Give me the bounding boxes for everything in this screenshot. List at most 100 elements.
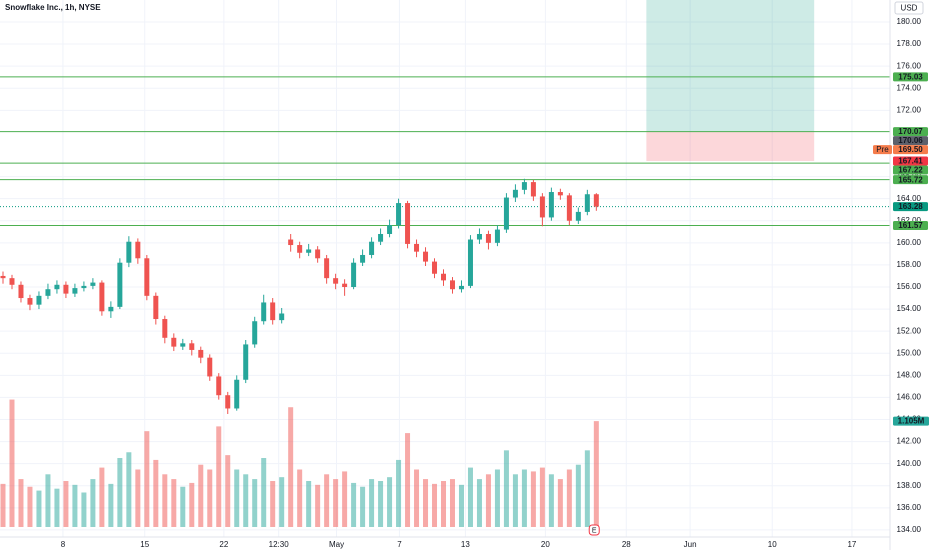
earnings-marker xyxy=(588,524,600,536)
candle-body xyxy=(279,313,285,321)
volume-bar xyxy=(548,474,554,527)
volume-bar xyxy=(557,479,563,527)
volume-bar xyxy=(369,479,375,527)
volume-bar xyxy=(467,467,473,527)
volume-bar xyxy=(324,474,330,527)
price-axis: 8 15 22 12:30 May 7 13 20 28 Jun 10 17 134.00 136.00 1… xyxy=(61,17,929,549)
volume-bar xyxy=(63,481,69,527)
price-label-box xyxy=(893,136,928,146)
volume-bar xyxy=(360,486,366,527)
volume-bar xyxy=(342,471,348,527)
currency-box[interactable] xyxy=(894,1,924,15)
candle-body xyxy=(225,395,231,409)
y-tick-label: 154.00 xyxy=(897,304,922,313)
volume-bar xyxy=(243,474,249,527)
volume-bar xyxy=(494,469,500,527)
candle-body xyxy=(458,285,464,290)
volume-bar xyxy=(54,488,60,527)
candle-body xyxy=(9,278,15,285)
price-label-box xyxy=(893,220,928,230)
candle-body xyxy=(333,278,339,284)
candle-body xyxy=(63,284,69,294)
y-tick-label: 176.00 xyxy=(897,61,922,70)
candle-body xyxy=(0,275,6,279)
volume-bar xyxy=(485,474,491,527)
y-tick-label: 156.00 xyxy=(897,282,922,291)
volume-bar xyxy=(476,479,482,527)
candle-body xyxy=(306,249,312,253)
volume-bar xyxy=(315,484,321,527)
y-tick-label: 180.00 xyxy=(897,17,922,26)
candle-body xyxy=(117,262,123,307)
candle-body xyxy=(414,243,420,252)
x-tick-label: 22 xyxy=(219,540,228,549)
candle-body xyxy=(584,194,590,212)
volume-bar xyxy=(9,399,15,527)
candle-body xyxy=(162,319,168,338)
price-label: 169.50 xyxy=(898,145,923,154)
price-label: 167.41 xyxy=(898,157,923,166)
candle-body xyxy=(198,349,204,358)
volume-bar xyxy=(288,407,294,527)
candle-body xyxy=(494,229,500,243)
volume-bar xyxy=(117,458,123,527)
volume-bar xyxy=(90,479,96,527)
volume-bar xyxy=(378,481,384,527)
y-tick-label: 178.00 xyxy=(897,39,922,48)
volume-bar xyxy=(126,452,132,527)
volume-bar xyxy=(216,426,222,527)
volume-bar xyxy=(593,421,599,527)
volume-bar xyxy=(180,486,186,527)
volume-bar xyxy=(503,450,509,527)
candle-body xyxy=(99,282,105,312)
candle-body xyxy=(297,245,303,253)
volume-bar xyxy=(45,474,51,527)
price-label-box xyxy=(893,202,928,212)
price-label-box xyxy=(893,156,928,166)
volume-bar xyxy=(261,458,267,527)
price-label: 167.22 xyxy=(898,166,923,175)
candle-body xyxy=(521,182,527,190)
candle-body xyxy=(234,379,240,409)
candle-body xyxy=(270,302,276,321)
volume-bar xyxy=(539,467,545,527)
candle-body xyxy=(405,203,411,244)
volume-bar xyxy=(99,467,105,527)
candle-body xyxy=(342,283,348,287)
candle-body xyxy=(207,357,213,377)
candle-body xyxy=(171,337,177,347)
volume-bar xyxy=(108,483,114,527)
volume-label: 1.105M xyxy=(898,417,925,426)
candle-body xyxy=(288,239,294,246)
volume-bar xyxy=(333,479,339,527)
candle-body xyxy=(423,251,429,262)
y-tick-label: 146.00 xyxy=(897,393,922,402)
volume-bar xyxy=(279,477,285,527)
candle-body xyxy=(593,194,599,207)
y-tick-label: 152.00 xyxy=(897,326,922,335)
volume-bar xyxy=(252,479,258,527)
volume-bar xyxy=(81,492,87,527)
volume-bar xyxy=(584,450,590,527)
volume-bar xyxy=(512,474,518,527)
y-tick-label: 138.00 xyxy=(897,481,922,490)
candle-body xyxy=(557,192,563,196)
candle-body xyxy=(45,289,51,296)
volume-bar xyxy=(351,482,357,527)
candle-body xyxy=(324,258,330,279)
target-zone xyxy=(646,0,815,132)
candle-body xyxy=(90,282,96,286)
candle-body xyxy=(396,203,402,226)
candle-body xyxy=(72,288,78,294)
volume-bar xyxy=(575,464,581,527)
volume-bar xyxy=(566,469,572,527)
candle-body xyxy=(369,241,375,255)
x-tick-label: 15 xyxy=(140,540,149,549)
y-tick-label: 150.00 xyxy=(897,348,922,357)
candle-body xyxy=(351,262,357,287)
y-tick-label: 174.00 xyxy=(897,83,922,92)
x-tick-label: 28 xyxy=(622,540,631,549)
volume-bar xyxy=(234,469,240,527)
candle-body xyxy=(27,298,33,305)
